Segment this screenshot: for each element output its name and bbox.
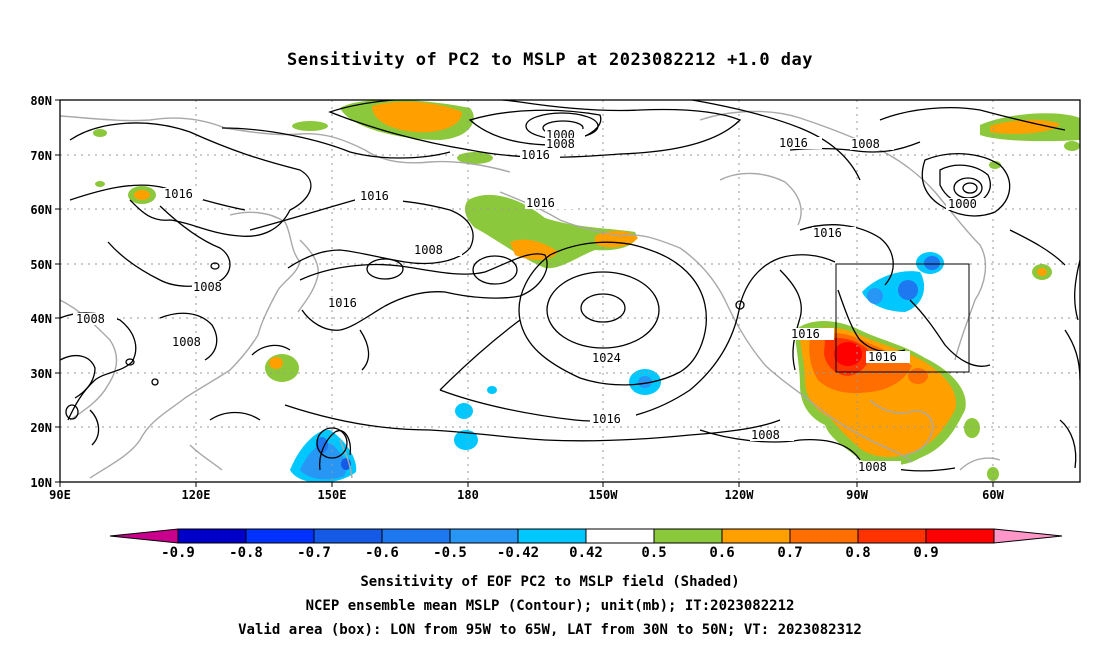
shaded-sensitivity xyxy=(93,100,1080,482)
map-frame xyxy=(59,99,1081,483)
colorbar-swatch xyxy=(925,528,995,544)
lat-label: 10N xyxy=(30,476,52,490)
caption-valid-area: Valid area (box): LON from 95W to 65W, L… xyxy=(238,622,862,638)
contour-label: 1016 xyxy=(360,189,389,203)
contour-label: 1016 xyxy=(813,226,842,240)
latitude-labels: 80N 70N 60N 50N 40N 30N 20N 10N xyxy=(30,94,52,490)
lon-label: 180 xyxy=(457,488,479,502)
tick-marks xyxy=(55,99,994,487)
colorbar-swatch xyxy=(585,528,655,544)
caption-contour: NCEP ensemble mean MSLP (Contour); unit(… xyxy=(305,598,795,614)
longitude-labels: 90E 120E 150E 180 150W 120W 90W 60W xyxy=(49,488,1004,502)
contour-label: 1016 xyxy=(791,327,820,341)
contour-label: 1008 xyxy=(193,280,222,294)
colorbar-label: -0.42 xyxy=(497,545,539,561)
lon-label: 60W xyxy=(982,488,1004,502)
lon-label: 90E xyxy=(49,488,71,502)
contour-label: 1008 xyxy=(414,243,443,257)
colorbar-swatch xyxy=(653,528,723,544)
contour-label: 1016 xyxy=(164,187,193,201)
colorbar-label: 0.42 xyxy=(569,545,603,561)
colorbar-label: -0.6 xyxy=(365,545,399,561)
contour-label: 1016 xyxy=(779,136,808,150)
mslp-contours xyxy=(60,100,1080,472)
colorbar-label: -0.8 xyxy=(229,545,263,561)
colorbar-swatch xyxy=(449,528,519,544)
colorbar-swatch xyxy=(313,528,383,544)
contour-label: 1016 xyxy=(868,350,897,364)
colorbar: -0.9 -0.8 -0.7 -0.6 -0.5 -0.42 0.42 0.5 0.6 0.7 0.… xyxy=(109,528,1063,561)
lat-label: 20N xyxy=(30,421,52,435)
lat-label: 80N xyxy=(30,94,52,108)
lat-label: 40N xyxy=(30,312,52,326)
valid-area-box xyxy=(835,263,970,373)
colorbar-label: -0.9 xyxy=(161,545,195,561)
contour-label: 1016 xyxy=(526,196,555,210)
caption-shaded: Sensitivity of EOF PC2 to MSLP field (Sh… xyxy=(360,574,740,590)
lat-label: 50N xyxy=(30,258,52,272)
lon-label: 150E xyxy=(318,488,347,502)
contour-label: 1016 xyxy=(328,296,357,310)
colorbar-swatch xyxy=(517,528,587,544)
lon-label: 120W xyxy=(725,488,755,502)
colorbar-label: 0.5 xyxy=(641,545,666,561)
lon-label: 150W xyxy=(589,488,619,502)
colorbar-end-low xyxy=(109,528,179,544)
lon-label: 120E xyxy=(182,488,211,502)
contour-label: 1008 xyxy=(76,312,105,326)
colorbar-label: -0.7 xyxy=(297,545,331,561)
colorbar-label: 0.6 xyxy=(709,545,734,561)
colorbar-swatch xyxy=(245,528,315,544)
colorbar-swatch xyxy=(789,528,859,544)
chart-title: Sensitivity of PC2 to MSLP at 2023082212… xyxy=(286,50,813,70)
colorbar-swatch xyxy=(721,528,791,544)
contour-label: 1016 xyxy=(521,148,550,162)
colorbar-end-high xyxy=(993,528,1063,544)
contour-label: 1008 xyxy=(751,428,780,442)
lat-label: 30N xyxy=(30,367,52,381)
colorbar-swatch xyxy=(381,528,451,544)
contour-label: 1000 xyxy=(948,197,977,211)
lat-label: 70N xyxy=(30,149,52,163)
contour-label: 1008 xyxy=(172,335,201,349)
contour-labels: 1000 1008 1016 1016 1008 1016 1008 1016 … xyxy=(73,128,990,474)
colorbar-label: -0.5 xyxy=(433,545,467,561)
colorbar-swatch xyxy=(857,528,927,544)
contour-label: 1024 xyxy=(592,351,621,365)
lon-label: 90W xyxy=(846,488,868,502)
colorbar-label: 0.8 xyxy=(845,545,870,561)
colorbar-label: 0.7 xyxy=(777,545,802,561)
contour-label: 1008 xyxy=(546,137,575,151)
colorbar-label: 0.9 xyxy=(913,545,938,561)
contour-label: 1016 xyxy=(592,412,621,426)
lat-label: 60N xyxy=(30,203,52,217)
colorbar-swatch xyxy=(177,528,247,544)
contour-label: 1008 xyxy=(858,460,887,474)
contour-label: 1008 xyxy=(851,137,880,151)
